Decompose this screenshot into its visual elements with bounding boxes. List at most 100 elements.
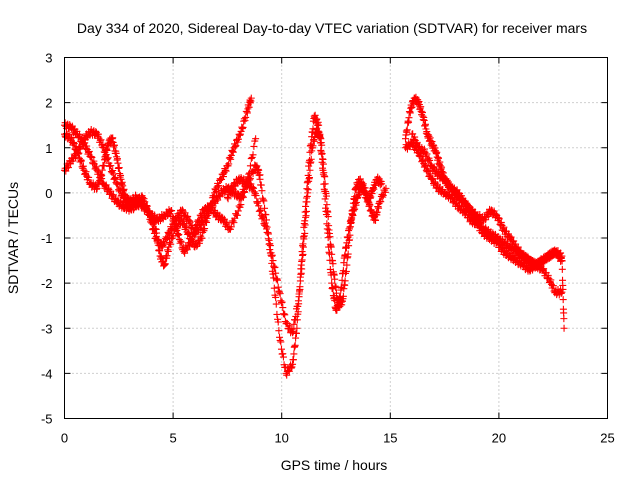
data-point (500, 223, 508, 231)
data-point (341, 277, 349, 285)
data-point (137, 198, 145, 206)
y-tick-label: 0 (45, 186, 52, 201)
data-point (560, 324, 568, 332)
data-point (175, 230, 183, 238)
data-point (233, 211, 241, 219)
data-point (259, 196, 267, 204)
data-point (188, 237, 196, 245)
data-point (549, 282, 557, 290)
data-point (229, 148, 237, 156)
data-point (97, 136, 105, 144)
data-point (268, 259, 276, 267)
data-point (319, 160, 327, 168)
data-point (161, 240, 169, 248)
data-point (378, 180, 386, 188)
data-point (280, 310, 288, 318)
data-point (115, 164, 123, 172)
data-point (249, 170, 257, 178)
data-point (94, 130, 102, 138)
data-point (85, 149, 93, 157)
data-point (82, 168, 90, 176)
series-5 (256, 111, 390, 379)
data-point (62, 167, 70, 175)
data-point (142, 203, 150, 211)
data-point (254, 198, 262, 206)
data-point (272, 300, 280, 308)
chart-title: Day 334 of 2020, Sidereal Day-to-day VTE… (77, 20, 587, 36)
data-point (92, 162, 100, 170)
data-point (346, 223, 354, 231)
data-point (100, 162, 108, 170)
data-point (265, 236, 273, 244)
data-point (304, 171, 312, 179)
data-point (220, 215, 228, 223)
data-point (75, 149, 83, 157)
data-point (227, 189, 235, 197)
data-point (426, 156, 434, 164)
data-point (278, 298, 286, 306)
y-tick-label: 2 (45, 96, 52, 111)
series-3 (61, 130, 264, 257)
data-point (299, 233, 307, 241)
data-point (426, 170, 434, 178)
y-tick-label: 3 (45, 51, 52, 66)
data-point (227, 223, 235, 231)
data-point (557, 289, 565, 297)
data-point (445, 178, 453, 186)
data-point (269, 270, 277, 278)
data-point (290, 320, 298, 328)
data-point (172, 222, 180, 230)
data-point (186, 239, 194, 247)
data-point (461, 197, 469, 205)
data-point (107, 162, 115, 170)
data-point (270, 274, 278, 282)
data-point (306, 148, 314, 156)
data-point (174, 231, 182, 239)
x-tick-label: 10 (274, 431, 288, 446)
data-point (232, 142, 240, 150)
data-point (279, 304, 287, 312)
data-point (544, 271, 552, 279)
data-point (301, 217, 309, 225)
data-point (225, 160, 233, 168)
x-tick-label: 5 (169, 431, 176, 446)
data-point (98, 166, 106, 174)
data-point (403, 126, 411, 134)
data-point (303, 185, 311, 193)
data-point (150, 225, 158, 233)
data-point (99, 141, 107, 149)
data-point (263, 223, 271, 231)
data-point (290, 350, 298, 358)
data-point (279, 353, 287, 361)
data-point (184, 212, 192, 220)
data-point (339, 267, 347, 275)
data-point (560, 315, 568, 323)
data-point (306, 166, 314, 174)
data-point (77, 156, 85, 164)
series-7 (402, 138, 568, 332)
data-point (274, 283, 282, 291)
data-point (192, 223, 200, 231)
data-point (381, 188, 389, 196)
x-tick-label: 15 (383, 431, 397, 446)
data-point (262, 216, 270, 224)
data-point (260, 197, 268, 205)
data-point (202, 213, 210, 221)
data-point (222, 167, 230, 175)
data-point (382, 184, 390, 192)
data-point (190, 230, 198, 238)
data-point (423, 150, 431, 158)
data-point (302, 194, 310, 202)
data-point (181, 209, 189, 217)
data-point (517, 247, 525, 255)
data-point (109, 167, 117, 175)
data-point (287, 364, 295, 372)
data-point (96, 177, 104, 185)
data-point (495, 215, 503, 223)
data-point (540, 265, 548, 273)
data-point (295, 300, 303, 308)
data-point (271, 263, 279, 271)
data-point (274, 318, 282, 326)
data-point (229, 148, 237, 156)
y-tick-label: 1 (45, 141, 52, 156)
